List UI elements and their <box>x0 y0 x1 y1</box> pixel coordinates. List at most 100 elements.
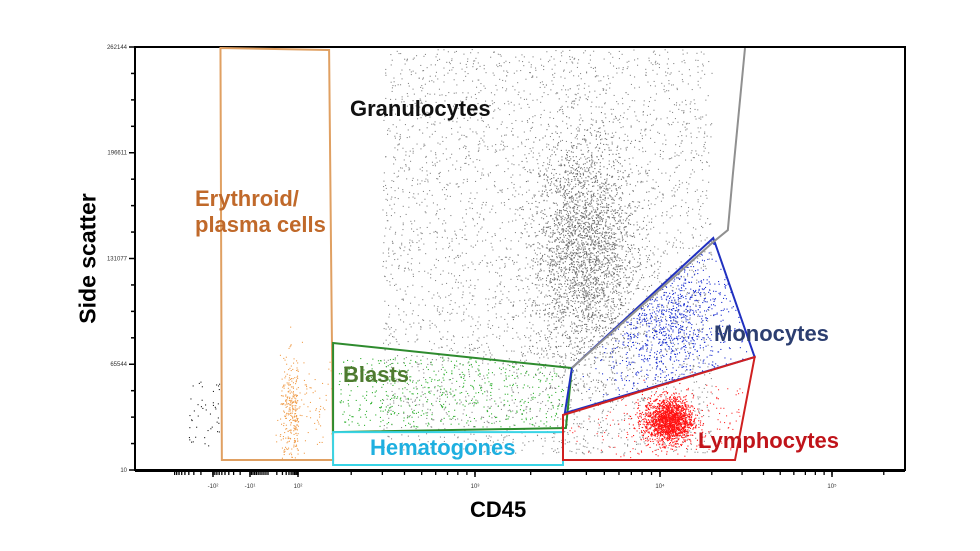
data-point <box>524 316 526 318</box>
data-point <box>590 164 592 166</box>
data-point <box>521 54 523 56</box>
data-point <box>497 66 499 68</box>
data-point <box>412 275 414 277</box>
data-point <box>463 304 465 306</box>
data-point <box>504 134 506 136</box>
data-point <box>535 277 537 279</box>
data-point <box>549 236 551 238</box>
data-point <box>385 328 387 330</box>
data-point <box>561 305 563 307</box>
data-point <box>698 423 700 425</box>
data-point <box>641 340 643 342</box>
data-point <box>404 290 406 292</box>
data-point <box>629 283 631 285</box>
data-point <box>616 338 618 340</box>
data-point <box>612 446 614 448</box>
data-point <box>533 243 535 245</box>
data-point <box>577 241 579 243</box>
data-point <box>605 221 607 223</box>
data-point <box>584 235 586 237</box>
data-point <box>615 404 617 406</box>
data-point <box>704 131 706 133</box>
data-point <box>513 391 515 393</box>
data-point <box>604 333 606 335</box>
data-point <box>470 52 472 54</box>
data-point <box>565 197 567 199</box>
data-point <box>456 121 458 123</box>
data-point <box>427 122 429 124</box>
data-point <box>421 286 423 288</box>
data-point <box>562 195 564 197</box>
data-point <box>636 322 638 324</box>
data-point <box>666 350 668 352</box>
data-point <box>612 283 614 285</box>
data-point <box>628 223 630 225</box>
data-point <box>517 392 519 394</box>
data-point <box>539 259 541 261</box>
data-point <box>586 391 588 393</box>
data-point <box>540 402 542 404</box>
data-point <box>525 336 527 338</box>
data-point <box>472 219 474 221</box>
data-point <box>591 293 593 295</box>
data-point <box>383 261 385 263</box>
data-point <box>588 312 590 314</box>
data-point <box>430 363 432 365</box>
data-point <box>529 148 531 150</box>
data-point <box>445 189 447 191</box>
data-point <box>547 163 549 165</box>
data-point <box>620 333 622 335</box>
data-point <box>418 77 420 79</box>
data-point <box>582 244 584 246</box>
data-point <box>570 287 572 289</box>
data-point <box>683 111 685 113</box>
data-point <box>586 243 588 245</box>
data-point <box>595 260 597 262</box>
data-point <box>403 311 405 313</box>
data-point <box>548 330 550 332</box>
data-point <box>686 431 688 433</box>
data-point <box>540 124 542 126</box>
data-point <box>543 320 545 322</box>
data-point <box>618 245 620 247</box>
data-point <box>561 380 563 382</box>
data-point <box>551 314 553 316</box>
data-point <box>422 405 424 407</box>
data-point <box>390 215 392 217</box>
data-point <box>664 443 666 445</box>
data-point <box>612 350 614 352</box>
data-point <box>606 269 608 271</box>
data-point <box>597 263 599 265</box>
data-point <box>552 234 554 236</box>
data-point <box>523 90 525 92</box>
data-point <box>387 133 389 135</box>
data-point <box>426 162 428 164</box>
data-point <box>563 236 565 238</box>
data-point <box>488 106 490 108</box>
data-point <box>558 307 560 309</box>
data-point <box>662 158 664 160</box>
data-point <box>586 294 588 296</box>
data-point <box>405 164 407 166</box>
data-point <box>559 191 561 193</box>
data-point <box>598 220 600 222</box>
data-point <box>386 413 388 415</box>
data-point <box>622 126 624 128</box>
data-point <box>547 313 549 315</box>
data-point <box>643 375 645 377</box>
data-point <box>422 403 424 405</box>
data-point <box>452 308 454 310</box>
data-point <box>662 212 664 214</box>
data-point <box>555 125 557 127</box>
data-point <box>606 235 608 237</box>
data-point <box>669 158 671 160</box>
data-point <box>541 372 543 374</box>
data-point <box>527 121 529 123</box>
data-point <box>414 102 416 104</box>
data-point <box>394 137 396 139</box>
data-point <box>512 260 514 262</box>
data-point <box>553 289 555 291</box>
data-point <box>598 329 600 331</box>
data-point <box>541 232 543 234</box>
data-point <box>394 397 396 399</box>
